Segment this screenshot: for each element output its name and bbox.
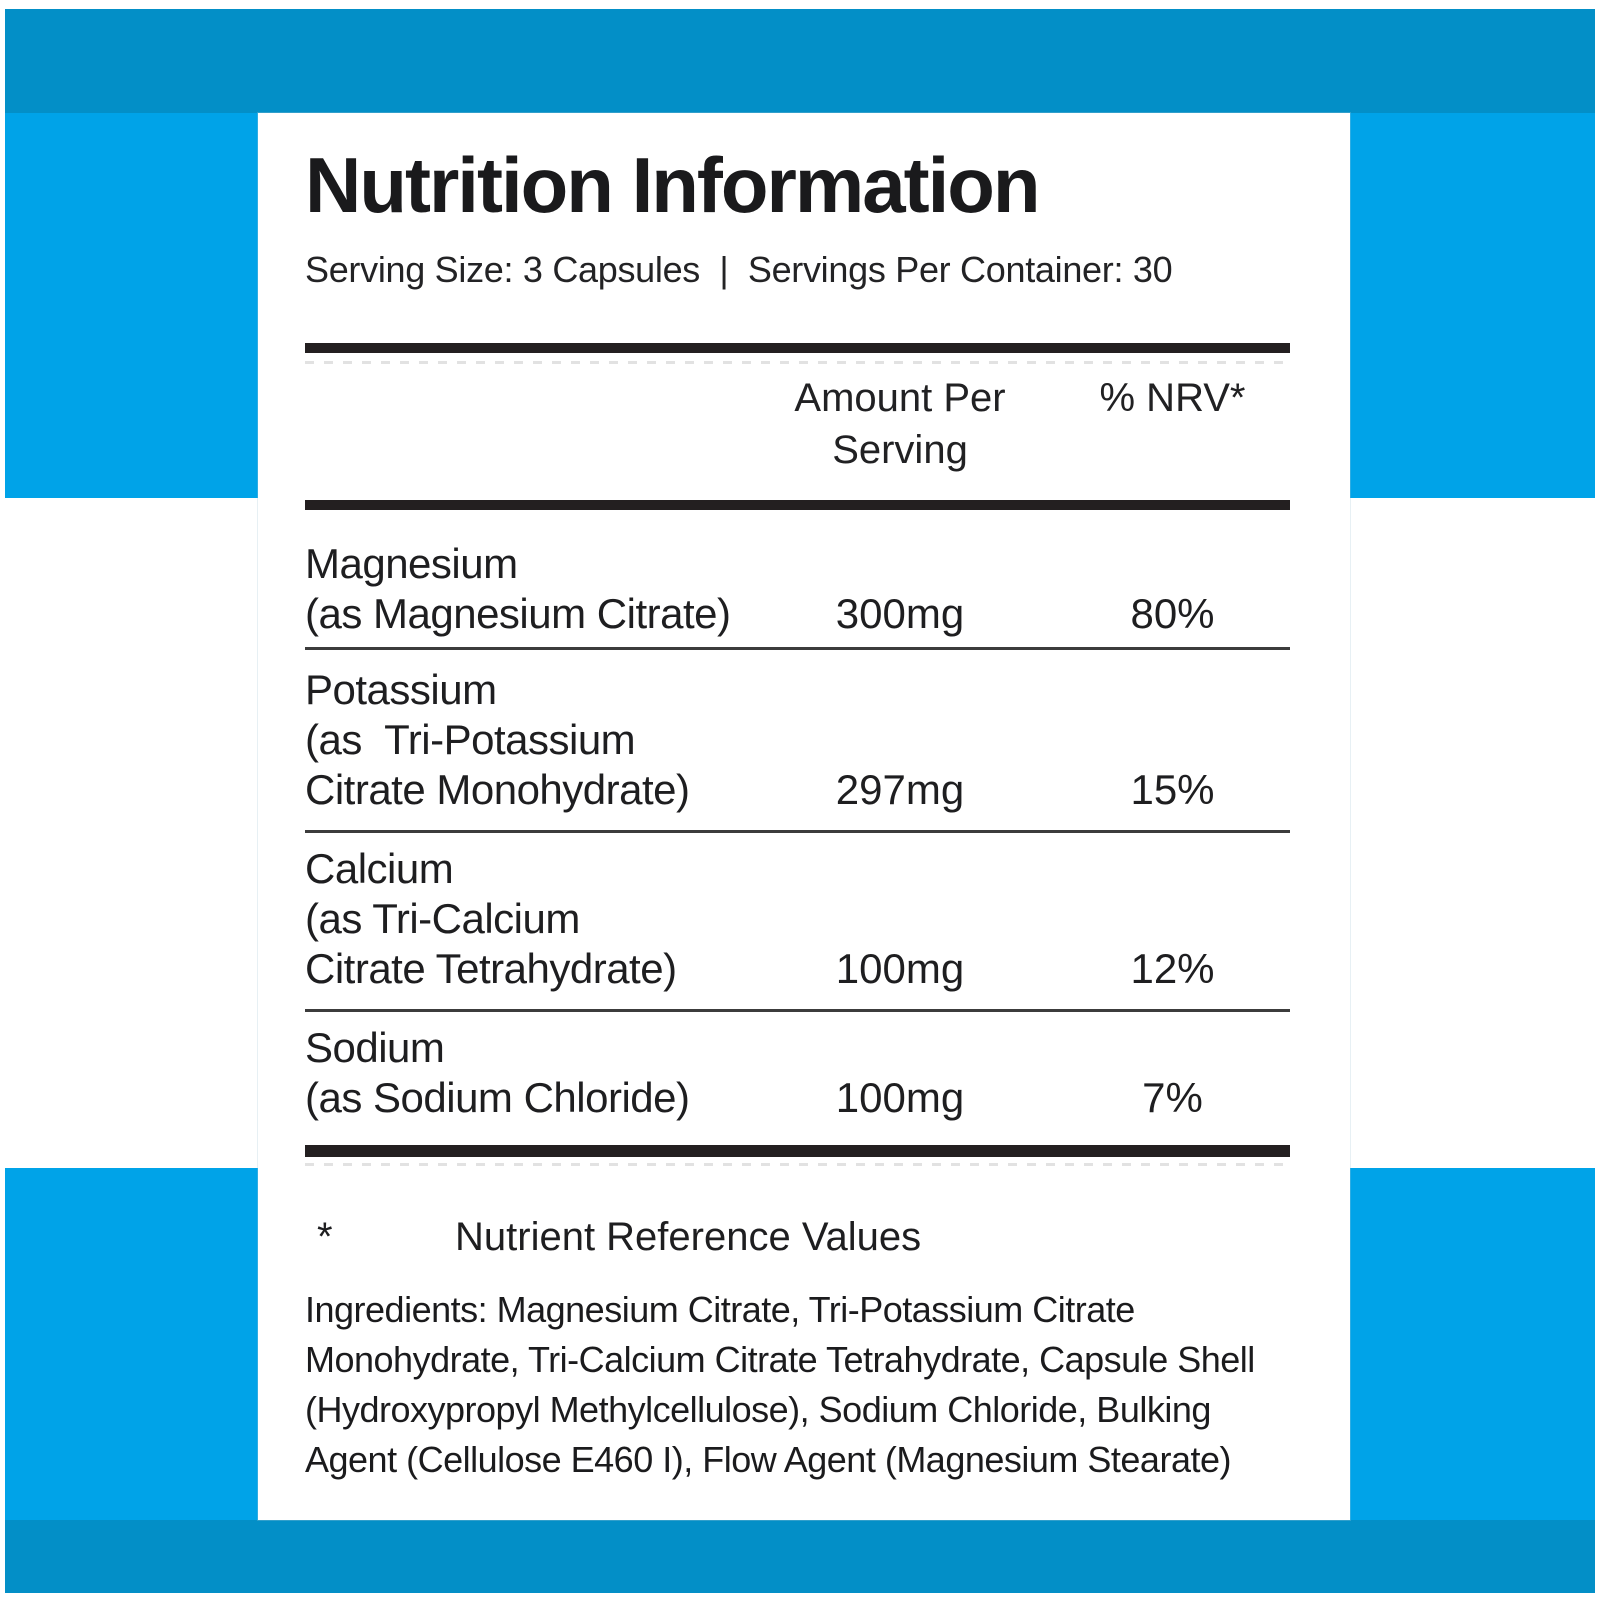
column-header-nrv: % NRV* (1099, 376, 1246, 420)
background-column-right-upper (1350, 113, 1595, 498)
divider-thick-header (305, 500, 1290, 510)
column-header-amount-line2: Serving (832, 428, 968, 472)
divider-dotted-artifact-bottom (305, 1163, 1290, 1166)
table-header: Amount Per Serving % NRV* (305, 372, 1290, 476)
divider-thick-bottom (305, 1145, 1290, 1157)
column-header-amount: Amount Per Serving (740, 372, 1060, 476)
footnote: * Nutrient Reference Values (305, 1212, 1290, 1262)
nutrition-table: Magnesium (as Magnesium Citrate) 300mg 80… (305, 510, 1290, 1123)
nutrient-name-line: (as Sodium Chloride) (305, 1074, 690, 1121)
page-title: Nutrition Information (305, 141, 1041, 229)
nutrient-name-line: (as Magnesium Citrate) (305, 590, 731, 637)
nutrient-name: Potassium (as Tri-Potassium Citrate Monohy… (305, 665, 740, 815)
column-header-amount-line1: Amount Per (794, 376, 1006, 420)
nutrient-nrv: 80% (1130, 590, 1215, 637)
nutrient-nrv: 15% (1130, 766, 1215, 813)
nutrient-name: Sodium (as Sodium Chloride) (305, 1023, 740, 1123)
table-header-spacer (305, 372, 740, 476)
nutrient-name: Calcium (as Tri-Calcium Citrate Tetrahydra… (305, 844, 740, 994)
serving-info: Serving Size: 3 Capsules | Servings Per … (305, 249, 1173, 290)
nutrient-name: Magnesium (as Magnesium Citrate) (305, 539, 740, 639)
nutrient-amount: 100mg (835, 1074, 965, 1121)
background-column-left-lower (5, 1168, 258, 1520)
background-column-left-upper (5, 113, 258, 498)
nutrient-name-line: Calcium (305, 845, 454, 892)
footnote-text: Nutrient Reference Values (455, 1215, 922, 1259)
nutrition-panel: Nutrition Information Serving Size: 3 Ca… (258, 113, 1350, 1520)
nutrient-amount: 100mg (835, 945, 965, 992)
ingredients-line: Ingredients: Magnesium Citrate, Tri-Pota… (305, 1289, 1135, 1330)
nutrient-name-line: Citrate Tetrahydrate) (305, 945, 677, 992)
nutrient-name-line: (as Tri-Calcium (305, 895, 580, 942)
background-band-bottom (5, 1520, 1595, 1593)
nutrient-name-line: Citrate Monohydrate) (305, 766, 690, 813)
background-column-right-lower (1350, 1168, 1595, 1520)
ingredients-line: Monohydrate, Tri-Calcium Citrate Tetrahy… (305, 1339, 1255, 1380)
table-row: Potassium (as Tri-Potassium Citrate Monohy… (305, 650, 1290, 833)
nutrient-amount: 300mg (835, 590, 965, 637)
nutrient-name-line: Magnesium (305, 540, 518, 587)
table-row: Magnesium (as Magnesium Citrate) 300mg 80… (305, 510, 1290, 650)
footnote-marker: * (317, 1215, 333, 1259)
ingredients: Ingredients: Magnesium Citrate, Tri-Pota… (305, 1285, 1290, 1485)
background-band-top (5, 9, 1595, 113)
nutrient-amount: 297mg (835, 766, 965, 813)
table-row: Calcium (as Tri-Calcium Citrate Tetrahydra… (305, 833, 1290, 1012)
divider-dotted-artifact-top (305, 361, 1290, 364)
ingredients-line: (Hydroxypropyl Methylcellulose), Sodium … (305, 1389, 1211, 1430)
ingredients-line: Agent (Cellulose E460 I), Flow Agent (Ma… (305, 1439, 1231, 1480)
nutrient-name-line: Sodium (305, 1024, 445, 1071)
nutrient-name-line: (as Tri-Potassium (305, 716, 636, 763)
divider-thick-top (305, 343, 1290, 353)
nutrient-nrv: 12% (1130, 945, 1215, 992)
table-row: Sodium (as Sodium Chloride) 100mg 7% (305, 1012, 1290, 1123)
nutrient-nrv: 7% (1142, 1074, 1203, 1121)
nutrient-name-line: Potassium (305, 666, 497, 713)
